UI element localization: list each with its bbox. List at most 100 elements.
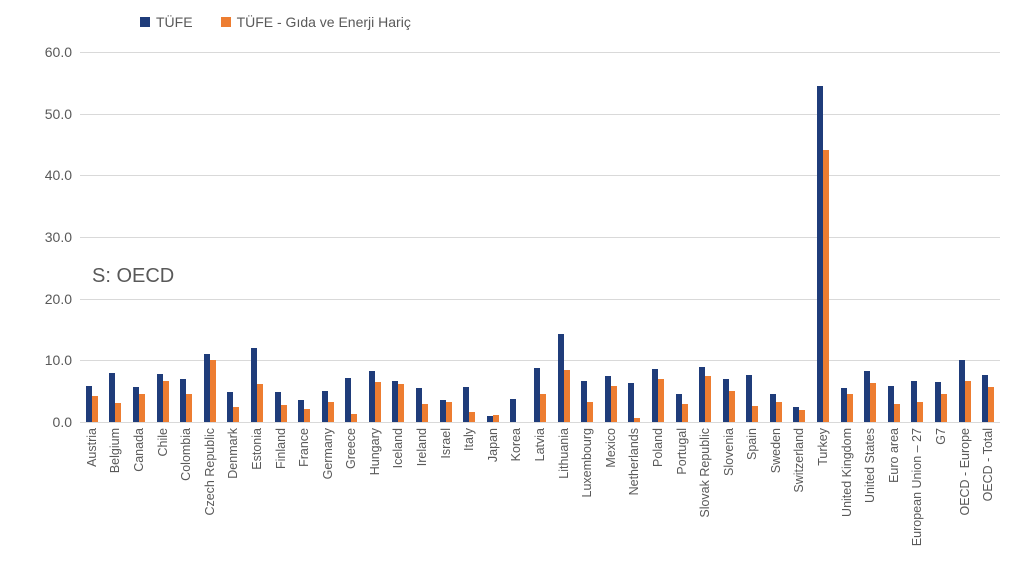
bar-core xyxy=(493,415,499,422)
bar-group: Portugal xyxy=(676,394,688,422)
x-tick-label: European Union – 27 xyxy=(910,422,924,546)
x-tick-label: United States xyxy=(863,422,877,503)
x-tick-label: Austria xyxy=(85,422,99,467)
bar-group: Hungary xyxy=(369,371,381,422)
x-tick-label: Finland xyxy=(274,422,288,469)
bar-group: Japan xyxy=(487,415,499,422)
bar-group: Denmark xyxy=(227,392,239,422)
x-tick-label: Poland xyxy=(651,422,665,467)
bar-core xyxy=(233,407,239,422)
bar-core xyxy=(917,402,923,422)
x-tick-label: OECD - Europe xyxy=(958,422,972,516)
x-tick-label: Latvia xyxy=(533,422,547,461)
x-tick-label: Greece xyxy=(344,422,358,469)
bar-core xyxy=(587,402,593,422)
bar-core xyxy=(328,402,334,422)
bar-group: OECD - Total xyxy=(982,375,994,422)
bar-group: Iceland xyxy=(392,381,404,422)
bar-core xyxy=(540,394,546,422)
x-tick-label: G7 xyxy=(934,422,948,445)
x-tick-label: Chile xyxy=(156,422,170,457)
x-tick-label: Colombia xyxy=(179,422,193,481)
x-tick-label: United Kingdom xyxy=(840,422,854,517)
x-tick-label: Hungary xyxy=(368,422,382,475)
bar-core xyxy=(776,402,782,422)
bar-core xyxy=(823,150,829,422)
bar-core xyxy=(139,394,145,422)
y-tick-label: 60.0 xyxy=(45,44,80,60)
bar-group: Mexico xyxy=(605,376,617,422)
legend-item-tufe: TÜFE xyxy=(140,14,193,30)
bar-group: United States xyxy=(864,371,876,422)
bar-core xyxy=(965,381,971,422)
bar-group: Austria xyxy=(86,386,98,422)
x-tick-label: Estonia xyxy=(250,422,264,470)
bar-tufe xyxy=(510,399,516,422)
bar-group: Poland xyxy=(652,369,664,422)
x-tick-label: Germany xyxy=(321,422,335,479)
legend-label-tufe: TÜFE xyxy=(156,14,193,30)
bar-core xyxy=(446,402,452,422)
legend-label-core: TÜFE - Gıda ve Enerji Hariç xyxy=(237,14,411,30)
bar-core xyxy=(870,383,876,422)
bar-group: Slovenia xyxy=(723,379,735,422)
x-tick-label: Euro area xyxy=(887,422,901,483)
bar-group: Latvia xyxy=(534,368,546,422)
bar-group: Ireland xyxy=(416,388,428,422)
x-tick-label: Mexico xyxy=(604,422,618,468)
x-tick-label: Canada xyxy=(132,422,146,472)
bar-group: Finland xyxy=(275,392,287,422)
bar-group: Spain xyxy=(746,375,758,422)
bar-group: Germany xyxy=(322,391,334,422)
bar-group: Switzerland xyxy=(793,407,805,422)
legend: TÜFE TÜFE - Gıda ve Enerji Hariç xyxy=(140,14,411,30)
legend-item-core: TÜFE - Gıda ve Enerji Hariç xyxy=(221,14,411,30)
bar-core xyxy=(375,382,381,422)
bar-core xyxy=(752,406,758,422)
bar-core xyxy=(894,404,900,422)
x-tick-label: Portugal xyxy=(675,422,689,475)
y-tick-label: 0.0 xyxy=(53,414,80,430)
bar-core xyxy=(163,381,169,422)
bar-group: Korea xyxy=(510,399,522,422)
bar-core xyxy=(115,403,121,422)
bar-group: Italy xyxy=(463,387,475,422)
bar-group: Czech Republic xyxy=(204,354,216,422)
bar-group: Lithuania xyxy=(558,334,570,422)
bar-core xyxy=(469,412,475,422)
bar-group: France xyxy=(298,400,310,422)
x-tick-label: Sweden xyxy=(769,422,783,473)
bar-core xyxy=(281,405,287,422)
bar-core xyxy=(988,387,994,422)
y-tick-label: 10.0 xyxy=(45,352,80,368)
bar-group: G7 xyxy=(935,382,947,422)
y-tick-label: 20.0 xyxy=(45,291,80,307)
x-tick-label: OECD - Total xyxy=(981,422,995,501)
bar-core xyxy=(92,396,98,422)
plot-area: S: OECD 0.010.020.030.040.050.060.0Austr… xyxy=(80,52,1000,422)
bar-group: Israel xyxy=(440,400,452,422)
bars-layer: AustriaBelgiumCanadaChileColombiaCzech R… xyxy=(80,52,1000,422)
bar-group: Belgium xyxy=(109,373,121,422)
y-tick-label: 30.0 xyxy=(45,229,80,245)
inflation-bar-chart: TÜFE TÜFE - Gıda ve Enerji Hariç S: OECD… xyxy=(0,0,1024,576)
x-tick-label: Lithuania xyxy=(557,422,571,479)
x-tick-label: Spain xyxy=(745,422,759,460)
x-tick-label: Luxembourg xyxy=(580,422,594,498)
bar-core xyxy=(422,404,428,423)
bar-core xyxy=(210,360,216,422)
bar-group: Canada xyxy=(133,387,145,422)
bar-core xyxy=(564,370,570,422)
bar-group: Euro area xyxy=(888,386,900,422)
y-tick-label: 50.0 xyxy=(45,106,80,122)
bar-core xyxy=(611,386,617,422)
bar-core xyxy=(257,384,263,422)
x-tick-label: Israel xyxy=(439,422,453,459)
bar-group: United Kingdom xyxy=(841,388,853,422)
bar-group: European Union – 27 xyxy=(911,381,923,422)
bar-group: OECD - Europe xyxy=(959,360,971,422)
x-tick-label: Slovenia xyxy=(722,422,736,476)
x-tick-label: Japan xyxy=(486,422,500,462)
x-tick-label: Denmark xyxy=(226,422,240,479)
x-tick-label: Switzerland xyxy=(792,422,806,493)
